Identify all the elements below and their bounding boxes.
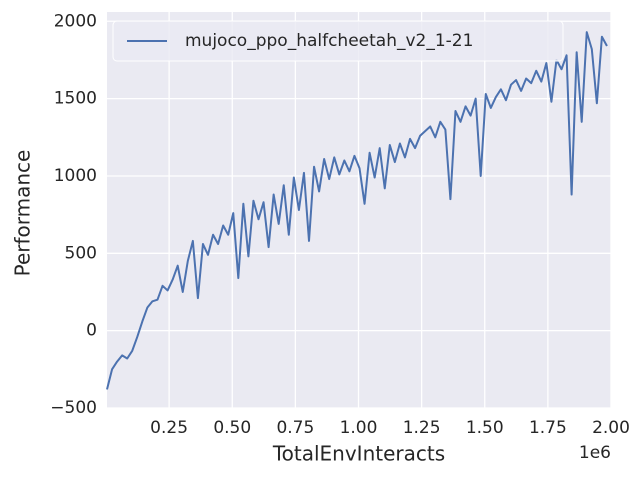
x-tick-label: 0.25	[150, 418, 188, 438]
y-tick-label: 0	[86, 321, 97, 341]
legend: mujoco_ppo_halfcheetah_v2_1-21	[112, 20, 564, 62]
marks	[106, 31, 608, 390]
y-tick-label: 1500	[54, 89, 97, 109]
x-tick-label: 1.75	[529, 418, 567, 438]
series-line	[106, 31, 608, 390]
legend-label: mujoco_ppo_halfcheetah_v2_1-21	[185, 31, 473, 51]
y-tick-label: 1000	[54, 166, 97, 186]
x-tick-label: 2.00	[592, 418, 630, 438]
y-tick-label: 2000	[54, 11, 97, 31]
x-tick-label: 1.00	[340, 418, 378, 438]
x-tick-label: 1.25	[403, 418, 441, 438]
x-tick-label: 0.50	[213, 418, 251, 438]
x-axis-label: TotalEnvInteracts	[272, 442, 445, 466]
grid	[107, 12, 612, 409]
legend-box	[112, 20, 564, 62]
y-tick-label: −500	[50, 398, 97, 418]
y-tick-label: 500	[65, 243, 97, 263]
x-tick-label: 0.75	[276, 418, 314, 438]
x-tick-label: 1.50	[466, 418, 504, 438]
y-axis-label: Performance	[11, 150, 35, 277]
x-offset-label: 1e6	[579, 443, 611, 463]
